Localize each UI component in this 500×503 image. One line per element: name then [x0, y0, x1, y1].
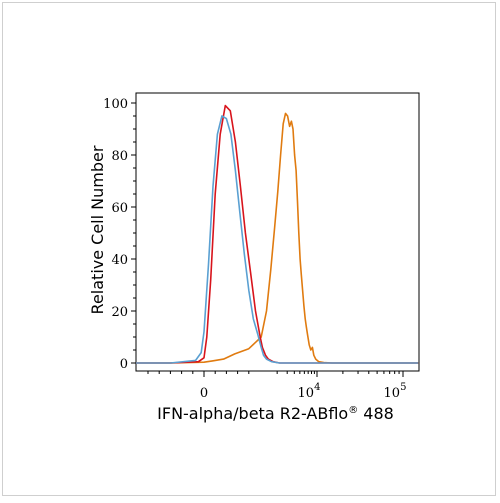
histogram-series-2: [136, 104, 419, 364]
x-tick-label: 104: [298, 382, 321, 401]
histogram-series-3: [136, 115, 419, 364]
y-tick-label: 80: [111, 149, 128, 164]
histogram-chart: 0 20 40 60 80 100 0 104 105 Relative Cell Numbe…: [88, 92, 420, 423]
x-axis-title: IFN-alpha/beta R2-ABflo® 488: [157, 404, 394, 423]
y-tick-label: 60: [111, 201, 128, 216]
x-tick-label: 105: [384, 382, 407, 401]
x-tick-label: 0: [200, 386, 208, 401]
y-tick-label: 40: [111, 253, 128, 268]
y-tick-label: 20: [111, 305, 128, 320]
x-axis-title-sup: ®: [348, 405, 358, 416]
y-tick-label: 0: [120, 357, 128, 372]
plot-area: [135, 92, 420, 372]
x-axis-title-main: IFN-alpha/beta R2-ABflo: [157, 404, 348, 423]
x-axis-title-suffix: 488: [358, 404, 394, 423]
y-tick-label: 100: [103, 97, 128, 112]
histogram-series-1: [136, 112, 419, 364]
y-axis: 0 20 40 60 80 100: [103, 97, 136, 372]
x-axis: 0 104 105: [147, 371, 407, 401]
histogram-curves: [136, 104, 419, 364]
figure-frame: 0 20 40 60 80 100 0 104 105 Relative Cell Numbe…: [2, 2, 496, 496]
y-axis-title: Relative Cell Number: [88, 145, 107, 314]
